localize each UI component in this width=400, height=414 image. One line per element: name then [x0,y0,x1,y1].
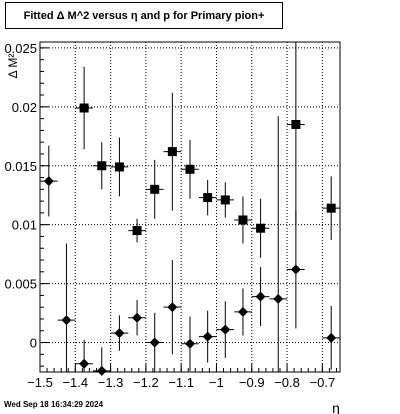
x-tick-label: −1.1 [168,375,194,390]
grid [39,42,340,372]
square-marker [79,103,89,113]
square-marker [114,162,124,172]
square-marker [220,195,230,205]
diamond-marker [132,312,143,323]
y-tick-label: 0.025 [4,41,37,56]
x-tick-label: −1 [209,375,224,390]
diamond-marker [167,302,178,313]
axis-ticks [39,47,337,372]
plot-frame [39,41,341,373]
y-tick-label: 0.015 [4,159,37,174]
square-marker [326,203,336,213]
y-tick-label: 0.01 [12,218,37,233]
x-tick-label: −0.8 [274,375,300,390]
diamond-marker [290,264,301,275]
y-tick-label: 0.005 [4,277,37,292]
diamond-marker [43,176,54,187]
x-tick-label: −0.9 [239,375,265,390]
square-marker [238,215,248,225]
x-tick-label: −1.4 [62,375,88,390]
y-tick-label: 0.02 [12,100,37,115]
diamond-marker [61,315,72,326]
y-axis-title: Δ M² [6,54,20,79]
square-marker [132,226,142,236]
square-marker [185,164,195,174]
diamond-marker [255,291,266,302]
chart-title: Fitted Δ M^2 versus η and p for Primary … [5,2,283,29]
diamond-marker [326,332,337,343]
diamond-marker [220,324,231,335]
x-tick-label: −1.2 [133,375,159,390]
y-tick-label: 0 [30,336,37,351]
x-tick-label: −0.7 [310,375,336,390]
square-marker [203,193,213,203]
x-axis-title: η [332,400,340,414]
square-marker [97,161,107,171]
timestamp: Wed Sep 18 16:34:29 2024 [4,400,104,409]
diamond-marker [273,293,284,304]
x-tick-label: −1.5 [27,375,53,390]
diamond-marker [185,338,195,349]
diamond-marker [96,365,107,376]
x-tick-label: −1.3 [98,375,124,390]
diamond-marker [149,337,160,348]
data-points [40,42,340,376]
diamond-marker [237,306,248,317]
diamond-marker [202,331,213,342]
diamond-marker [79,358,90,369]
square-marker [256,223,266,233]
tick-labels: −1.5 −1.4 −1.3 −1.2 −1.1 −1 −0.9 −0.8 −0.7 0 0.005… [4,41,335,390]
square-marker [167,147,177,157]
square-marker [150,184,160,194]
square-marker [291,120,301,129]
diamond-marker [114,328,125,339]
